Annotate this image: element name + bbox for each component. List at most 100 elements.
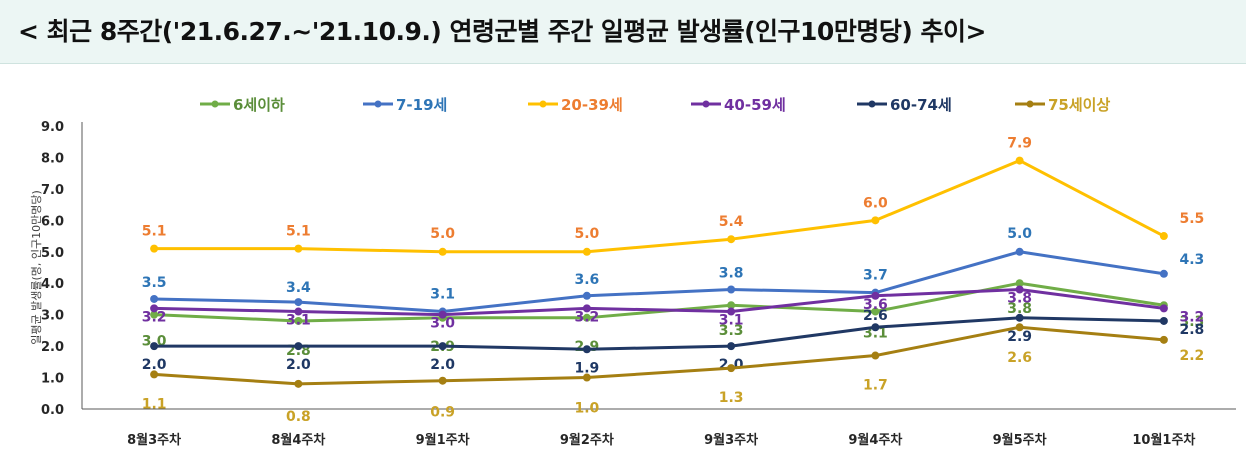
data-point [1015,323,1024,332]
series-line [154,281,1165,323]
data-point [150,304,159,313]
y-tick-label: 0.0 [41,403,64,418]
y-tick-label: 3.0 [41,309,64,324]
data-point [727,364,736,373]
data-point [294,244,303,253]
data-point [582,247,591,256]
series-line [154,250,1165,314]
data-point [1015,156,1024,165]
data-label: 5.4 [719,214,744,230]
data-point [150,310,159,319]
data-label: 5.0 [1007,226,1032,242]
data-label: 3.6 [863,297,888,313]
data-label: 5.0 [574,226,599,242]
data-label: 2.0 [286,357,311,373]
data-label: 5.0 [430,226,455,242]
data-point [150,370,159,379]
data-label: 3.1 [286,313,311,329]
y-tick-label: 8.0 [41,151,64,166]
x-tick-label: 10월1주차 [1132,432,1195,448]
data-point [438,310,447,319]
data-point [727,235,736,244]
data-label: 5.5 [1179,211,1204,227]
data-point [1015,285,1024,294]
data-label: 2.6 [863,308,888,324]
legend-marker [211,100,219,108]
series-line [154,325,1165,386]
data-label: 3.3 [1179,314,1204,330]
data-label: 3.8 [1007,301,1032,317]
data-point [1159,335,1168,344]
chart-title: < 최근 8주간('21.6.27.~'21.10.9.) 연령군별 주간 일평… [18,17,986,46]
data-label: 2.0 [142,357,167,373]
data-label: 2.2 [1179,348,1204,364]
y-axis-label: 일평균 발생률(명, 인구10만명당) [29,190,43,345]
x-tick-label: 9월5주차 [993,432,1047,448]
data-label: 2.6 [1007,350,1032,366]
data-point [1159,304,1168,313]
data-point [871,216,880,225]
legend-label: 7-19세 [396,96,447,114]
legend-label: 20-39세 [561,96,623,114]
data-point [1015,247,1024,256]
data-label: 3.5 [142,275,167,291]
legend-label: 40-59세 [724,96,786,114]
data-label: 3.2 [142,309,167,325]
data-point [294,342,303,351]
x-tick-label: 8월4주차 [271,432,325,448]
data-point [582,345,591,354]
data-point [582,291,591,300]
data-label: 4.3 [1179,252,1204,268]
data-label: 2.8 [1179,322,1204,338]
data-label: 1.3 [719,390,744,406]
data-label: 2.9 [1007,329,1032,345]
y-tick-label: 5.0 [41,246,64,261]
data-point [871,291,880,300]
data-label: 3.3 [719,323,744,339]
data-point [1015,279,1024,288]
legend-marker [539,100,547,108]
legend-label: 75세이상 [1048,96,1110,114]
legend-label: 6세이하 [233,96,285,114]
data-point [438,376,447,385]
data-point [727,307,736,316]
data-point [871,351,880,360]
data-point [582,304,591,313]
data-point [294,307,303,316]
data-label: 3.6 [574,272,599,288]
data-label: 1.0 [574,401,599,417]
data-point [871,307,880,316]
data-point [1159,269,1168,278]
data-point [727,342,736,351]
data-label: 3.2 [574,309,599,325]
x-tick-label: 9월4주차 [848,432,902,448]
legend-marker [702,100,710,108]
data-label: 1.1 [142,396,167,412]
title-bar: < 최근 8주간('21.6.27.~'21.10.9.) 연령군별 주간 일평… [0,0,1246,64]
data-point [294,316,303,325]
data-point [582,313,591,322]
data-label: 7.9 [1007,136,1032,152]
data-label: 1.9 [574,360,599,376]
series-line [154,159,1165,254]
data-label: 1.7 [863,378,888,394]
y-tick-label: 9.0 [41,120,64,135]
data-label: 0.9 [430,405,455,421]
data-point [294,379,303,388]
data-label: 3.7 [863,268,888,284]
data-label: 5.1 [286,224,311,240]
data-label: 6.0 [863,195,888,211]
legend-label: 60-74세 [890,96,952,114]
y-tick-label: 7.0 [41,183,64,198]
x-tick-label: 9월2주차 [560,432,614,448]
data-point [1159,316,1168,325]
y-tick-label: 6.0 [41,214,64,229]
data-label: 2.0 [430,357,455,373]
series-line [154,288,1165,317]
data-point [150,244,159,253]
data-label: 3.2 [1179,309,1204,325]
legend-marker [374,100,382,108]
data-point [150,342,159,351]
data-label: 5.1 [142,224,167,240]
